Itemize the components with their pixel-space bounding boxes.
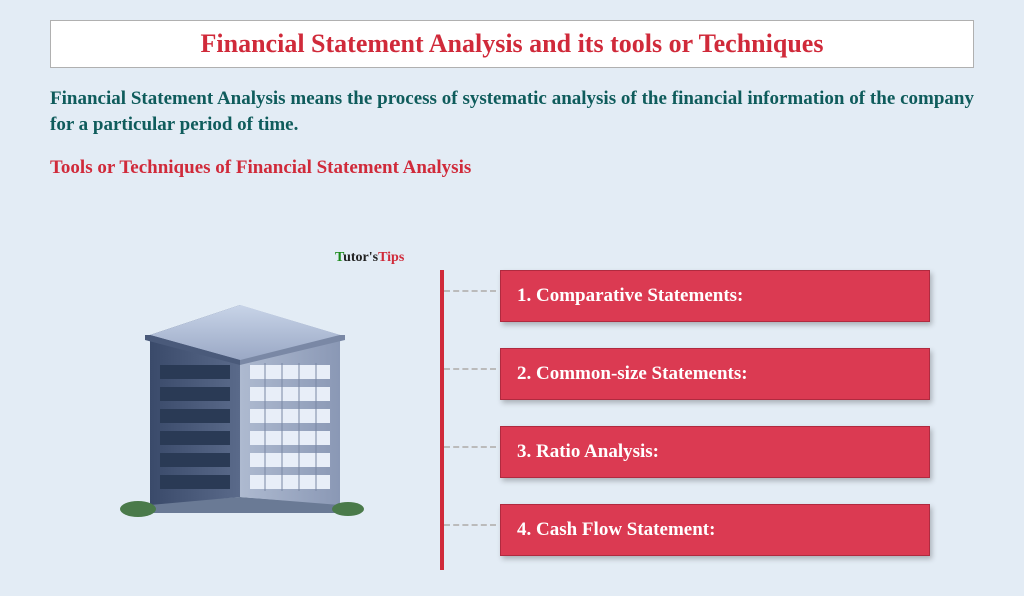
building-icon [110, 265, 370, 525]
title-box: Financial Statement Analysis and its too… [50, 20, 974, 68]
page-title: Financial Statement Analysis and its too… [71, 29, 953, 59]
item-ratio: 3. Ratio Analysis: [500, 426, 930, 478]
item-label: 4. Cash Flow Statement: [517, 519, 715, 541]
connector-4 [444, 524, 496, 526]
item-comparative: 1. Comparative Statements: [500, 270, 930, 322]
connector-3 [444, 446, 496, 448]
logo-part3: Tips [378, 250, 404, 265]
item-common-size: 2. Common-size Statements: [500, 348, 930, 400]
content-area: Tutor'sTips [0, 240, 1024, 596]
logo-part2: utor's [343, 250, 378, 265]
logo-part1: T [335, 250, 343, 265]
item-label: 2. Common-size Statements: [517, 363, 748, 385]
subheading: Tools or Techniques of Financial Stateme… [50, 157, 974, 179]
definition-text: Financial Statement Analysis means the p… [50, 86, 974, 137]
item-label: 1. Comparative Statements: [517, 285, 743, 307]
connector-2 [444, 368, 496, 370]
brand-logo: Tutor'sTips [335, 250, 404, 266]
connector-1 [444, 290, 496, 292]
item-label: 3. Ratio Analysis: [517, 441, 659, 463]
item-cashflow: 4. Cash Flow Statement: [500, 504, 930, 556]
